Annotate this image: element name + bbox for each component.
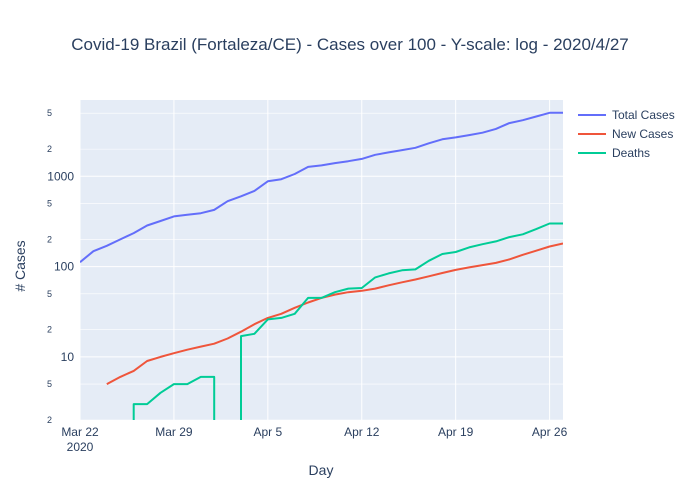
gridlines xyxy=(79,100,563,421)
y-tick-label: 100 xyxy=(54,260,74,274)
legend-label: New Cases xyxy=(612,127,673,141)
legend-label: Deaths xyxy=(612,146,650,160)
legend: Total Cases New Cases Deaths xyxy=(578,108,675,160)
y-tick-label: 10 xyxy=(61,350,75,364)
series-line-deaths xyxy=(132,222,563,420)
y-minor-tick-label: 2 xyxy=(47,234,52,244)
y-minor-tick-label: 2 xyxy=(47,325,52,335)
y-minor-tick-label: 5 xyxy=(47,108,52,118)
y-axis-ticks: 10 100 1000 2 5 2 5 2 5 2 5 xyxy=(47,108,74,425)
plot-area xyxy=(80,100,563,420)
legend-label: Total Cases xyxy=(612,108,675,122)
x-tick-label: Apr 5 xyxy=(253,425,282,439)
chart-title: Covid-19 Brazil (Fortaleza/CE) - Cases o… xyxy=(71,35,628,54)
y-minor-tick-label: 2 xyxy=(47,144,52,154)
x-tick-sublabel: 2020 xyxy=(67,440,94,454)
y-minor-tick-label: 5 xyxy=(47,379,52,389)
x-axis-title: Day xyxy=(309,462,334,478)
series-line-total-cases xyxy=(80,111,563,263)
y-tick-label: 1000 xyxy=(47,169,74,183)
y-minor-tick-label: 2 xyxy=(47,415,52,425)
y-minor-tick-label: 5 xyxy=(47,198,52,208)
x-tick-label: Apr 26 xyxy=(532,425,568,439)
series-group xyxy=(80,111,563,420)
x-tick-label: Apr 19 xyxy=(438,425,474,439)
x-tick-label: Mar 22 xyxy=(61,425,99,439)
x-tick-label: Mar 29 xyxy=(155,425,193,439)
y-minor-tick-label: 5 xyxy=(47,289,52,299)
y-axis-title: # Cases xyxy=(12,240,28,291)
x-tick-label: Apr 12 xyxy=(344,425,380,439)
series-line-new-cases xyxy=(106,242,563,385)
